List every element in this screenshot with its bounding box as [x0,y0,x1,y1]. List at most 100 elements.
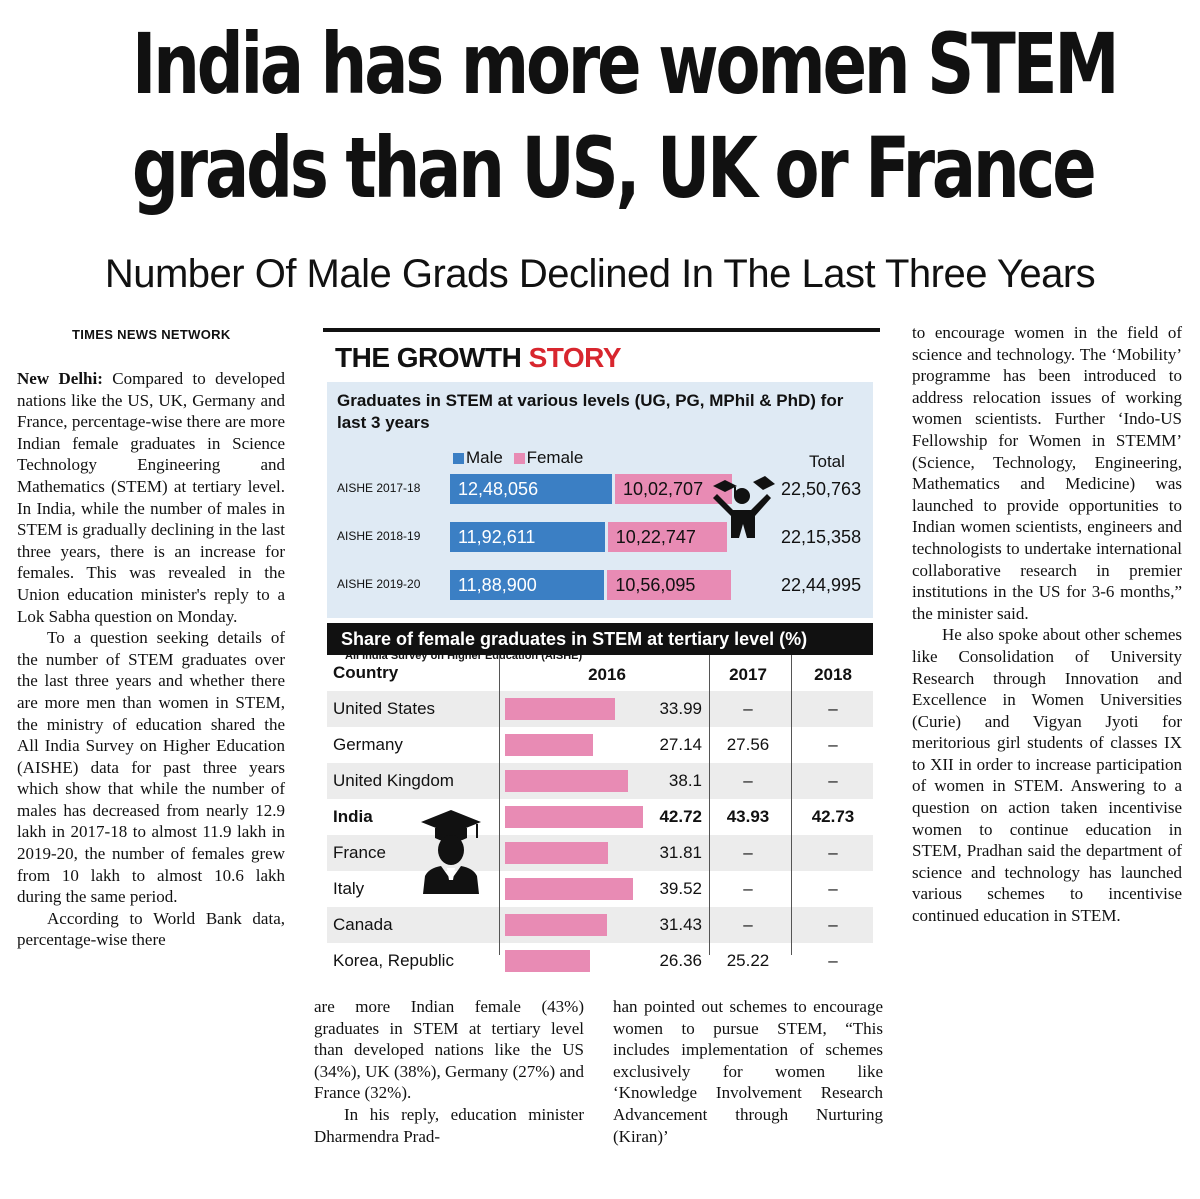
table-header: Country 2016 2017 2018 [327,655,873,691]
row-label: AISHE 2017-18 [337,481,421,495]
value-2016: 31.43 [659,915,702,934]
infographic-title: THE GROWTH STORY [335,342,622,374]
male-bar: 11,92,611 [450,522,605,552]
article-column-3: han pointed out schemes to encourage wom… [613,996,883,1147]
row-total: 22,44,995 [781,575,862,595]
female-bar: 10,02,707 [615,474,733,504]
title-part: THE GROWTH [335,342,529,373]
value-2017: – [743,843,753,862]
share-bar [505,914,607,936]
graduates-row: AISHE 2019-20 11,88,900 10,56,095 22,44,… [327,570,873,600]
value-2018: – [828,843,838,862]
graduate-student-icon [421,810,481,894]
legend-male-label: Male [466,448,503,467]
graduate-celebrating-icon [713,476,775,538]
country-name: India [333,807,373,826]
article-column-4: to encourage women in the field of scien… [912,322,1182,927]
country-name: United States [333,699,436,718]
share-bar [505,950,591,972]
article-paragraph: New Delhi: Compared to developed nations… [17,368,285,627]
article-paragraph: According to World Bank data, percentage… [17,908,285,950]
article-paragraph: are more Indian female (43%) graduates i… [314,997,584,1103]
value-2018: – [828,735,838,754]
value-2016: 38.1 [668,771,702,790]
row-label: AISHE 2018-19 [337,529,421,543]
male-bar: 11,88,900 [450,570,605,600]
value-2016: 26.36 [659,951,702,970]
column-divider [709,655,710,955]
share-bar [505,734,593,756]
article-paragraph: He also spoke about other schemes like C… [912,625,1182,926]
table-row: United Kingdom 38.1 – – [327,763,873,799]
female-bar: 10,22,747 [607,522,728,552]
table-row: Germany 27.14 27.56 – [327,727,873,763]
legend-female-swatch [513,453,525,465]
title-accent: STORY [528,342,622,373]
table-row: United States 33.99 – – [327,691,873,727]
subheadline: Number Of Male Grads Declined In The Las… [104,252,1096,296]
male-bar: 12,48,056 [450,474,612,504]
value-2017: 25.22 [726,951,770,970]
paragraph-text: Compared to developed nations like the U… [17,369,285,626]
value-2017: 27.56 [726,735,770,754]
value-2017: 43.93 [726,807,770,826]
total-header: Total [809,452,845,471]
article-paragraph: To a question seeking details of the num… [17,628,285,907]
share-bar [505,806,643,828]
share-table-title: Share of female graduates in STEM at ter… [327,623,873,655]
article-column-1: New Delhi: Compared to developed nations… [17,368,285,951]
value-2018: – [828,951,838,970]
value-2017: – [743,771,753,790]
graduates-row: AISHE 2017-18 12,48,056 10,02,707 22,50,… [327,474,873,504]
share-bar [505,842,608,864]
value-2016: 33.99 [659,699,702,718]
row-total: 22,50,763 [781,479,862,499]
header-2017: 2017 [729,665,767,684]
share-bar [505,878,633,900]
country-name: Italy [333,879,365,898]
share-bar [505,770,629,792]
legend: Male Female [453,448,583,468]
table-row: India 42.72 43.93 42.73 [327,799,873,835]
row-total: 22,15,358 [781,527,862,547]
row-label: AISHE 2019-20 [337,577,421,591]
value-2016: 39.52 [659,879,702,898]
table-row: France 31.81 – – [327,835,873,871]
headline-line-1: India has more women STEM [132,15,1120,113]
table-row: Canada 31.43 – – [327,907,873,943]
byline: TIMES NEWS NETWORK [72,327,231,342]
graduates-row: AISHE 2018-19 11,92,611 10,22,747 22,15,… [327,522,873,552]
value-2016: 27.14 [659,735,702,754]
legend-female-label: Female [526,448,584,467]
table-row: Italy 39.52 – – [327,871,873,907]
value-2017: – [743,915,753,934]
legend-male-swatch [453,453,464,465]
article-paragraph: han pointed out schemes to encourage wom… [613,997,883,1146]
dateline: New Delhi: [17,369,103,388]
article-paragraph: to encourage women in the field of scien… [912,323,1182,623]
article-column-2: are more Indian female (43%) graduates i… [314,996,584,1147]
country-name: United Kingdom [333,771,454,790]
header-country: Country [333,663,399,682]
share-bar [505,698,615,720]
graduates-caption: Graduates in STEM at various levels (UG,… [337,391,844,432]
value-2016: 42.72 [659,807,702,826]
value-2018: – [828,879,838,898]
header-2016: 2016 [588,665,626,684]
value-2018: – [828,699,838,718]
value-2018: – [828,771,838,790]
table-row: Korea, Republic 26.36 25.22 – [327,943,873,979]
headline-line-2: grads than US, UK or France [132,119,1097,217]
graduates-panel: Graduates in STEM at various levels (UG,… [327,382,873,662]
value-2017: – [743,699,753,718]
country-name: Korea, Republic [333,951,454,970]
header-2018: 2018 [814,665,852,684]
country-name: Canada [333,915,393,934]
article-paragraph: In his reply, education minister Dharmen… [314,1104,584,1146]
infographic: THE GROWTH STORY Graduates in STEM at va… [323,328,880,984]
column-divider [499,655,500,955]
value-2018: – [828,915,838,934]
country-name: Germany [333,735,403,754]
value-2017: – [743,879,753,898]
female-bar: 10,56,095 [607,570,731,600]
